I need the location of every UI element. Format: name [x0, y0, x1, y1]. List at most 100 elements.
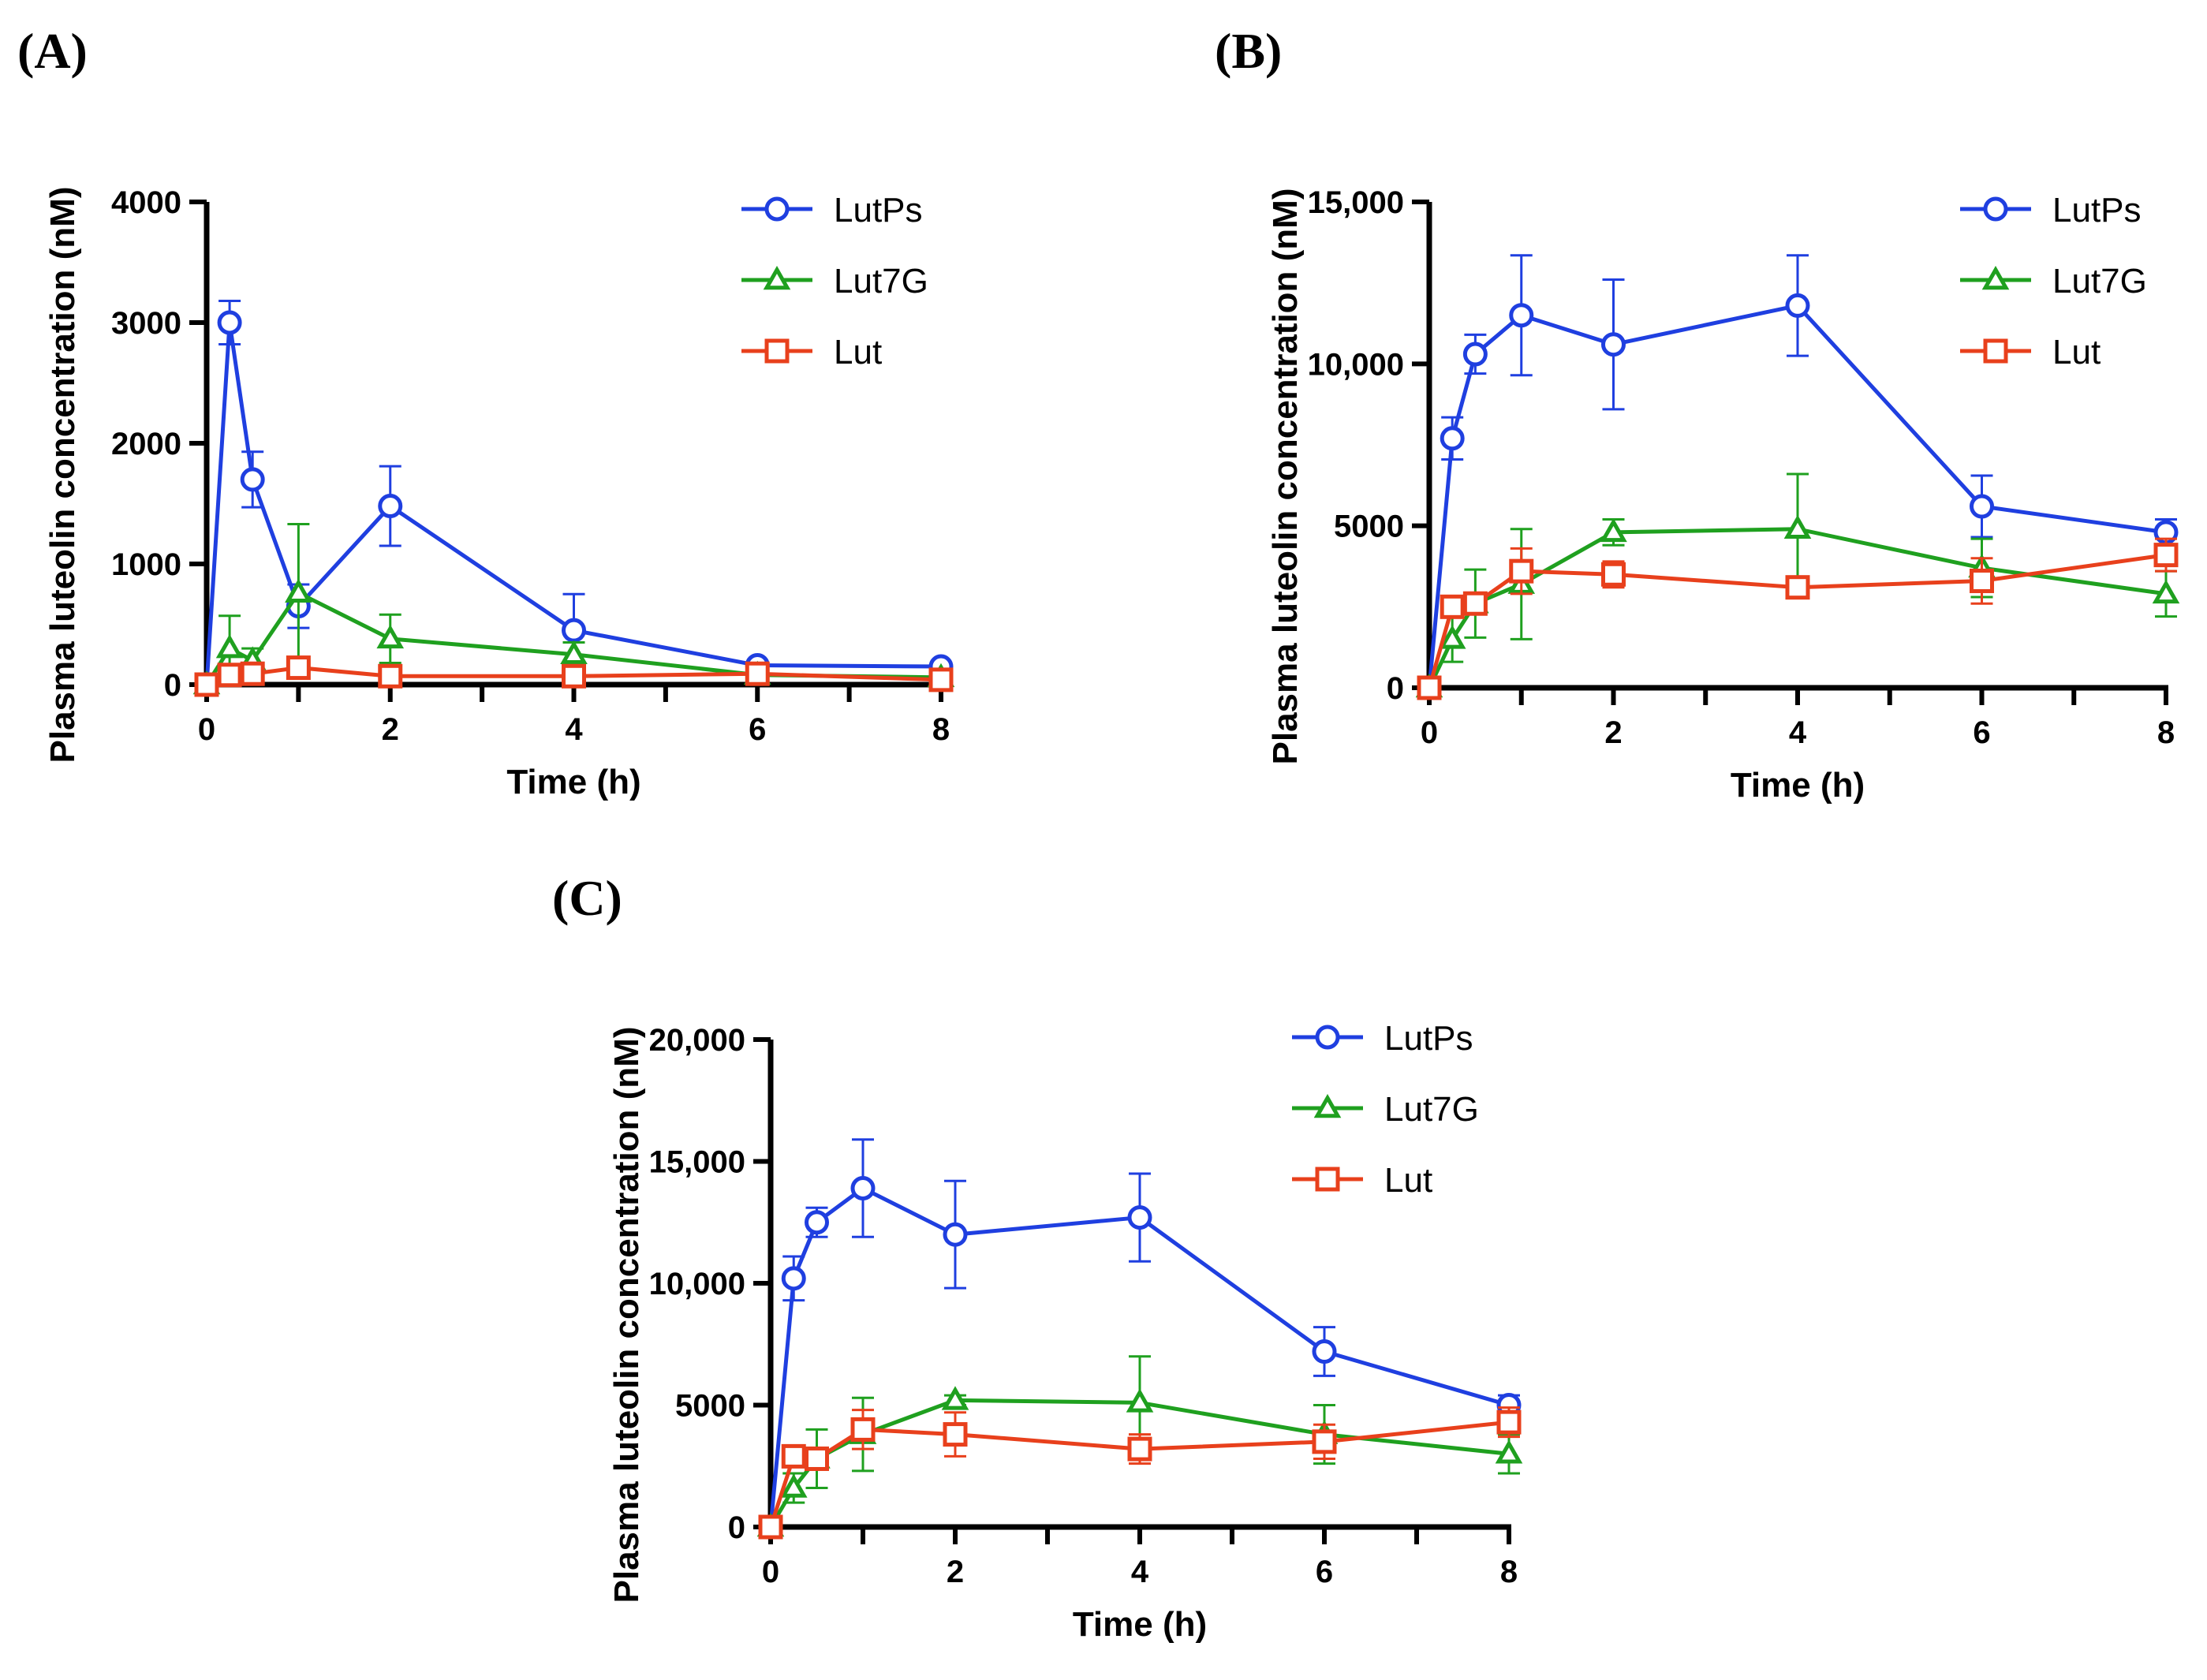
y-tick-label: 10,000	[649, 1267, 745, 1301]
legend-label: LutPs	[1384, 1019, 1473, 1058]
legend-marker-square	[1983, 338, 2008, 364]
data-point-square	[194, 672, 219, 697]
data-point-square	[1417, 675, 1442, 700]
y-axis-title: Plasma luteolin concentration (nM)	[1266, 189, 1305, 765]
data-point-triangle	[560, 640, 588, 664]
data-point-circle	[805, 1210, 829, 1235]
legend-item-lutps: LutPs	[1960, 191, 2142, 230]
y-tick-label: 15,000	[649, 1145, 745, 1180]
x-tick-label: 6	[1973, 715, 1990, 750]
y-tick-label: 0	[728, 1510, 745, 1545]
legend-item-lut7g: Lut7G	[1960, 262, 2147, 301]
series-line	[1427, 303, 2167, 689]
legend-marker-circle	[1983, 196, 2008, 222]
data-point-square	[1509, 558, 1534, 584]
x-tick-label: 0	[762, 1555, 779, 1589]
data-point-triangle	[285, 578, 312, 603]
data-point-square	[1440, 594, 1465, 619]
data-point-circle	[1785, 293, 1810, 318]
y-axis-title: Plasma luteolin concentration (nM)	[607, 1027, 646, 1603]
data-point-triangle	[1600, 517, 1627, 543]
series-lut	[758, 1406, 1522, 1540]
x-tick-label: 8	[2157, 715, 2175, 750]
x-tick-label: 2	[382, 712, 399, 747]
x-tick-label: 6	[749, 712, 766, 747]
panel-label: (A)	[17, 23, 88, 79]
y-tick-label: 2000	[111, 427, 181, 461]
data-point-circle	[217, 310, 242, 335]
data-point-triangle	[2152, 579, 2180, 604]
x-tick-label: 2	[1604, 715, 1622, 750]
data-point-circle	[240, 467, 265, 492]
data-point-square	[943, 1422, 968, 1447]
y-tick-label: 1000	[111, 547, 181, 582]
data-point-circle	[562, 618, 586, 643]
x-tick-label: 8	[1500, 1555, 1518, 1589]
data-point-square	[805, 1446, 829, 1471]
data-point-square	[758, 1514, 783, 1540]
x-tick-label: 2	[947, 1555, 964, 1589]
data-point-square	[1312, 1429, 1337, 1454]
series-lutps	[758, 1138, 1522, 1540]
data-point-circle	[1970, 494, 1994, 519]
data-point-square	[1601, 562, 1626, 587]
legend-item-lutps: LutPs	[741, 191, 923, 230]
legend-label: Lut7G	[2052, 262, 2147, 301]
data-point-square	[1462, 591, 1488, 616]
x-tick-label: 0	[198, 712, 215, 747]
x-tick-label: 0	[1421, 715, 1438, 750]
legend-marker-square	[764, 338, 790, 364]
legend-item-lut: Lut	[1960, 333, 2101, 371]
data-point-square	[850, 1417, 876, 1442]
data-point-triangle	[1495, 1439, 1523, 1464]
legend-label: Lut	[834, 333, 882, 371]
legend-label: Lut	[1384, 1161, 1432, 1200]
y-tick-label: 15,000	[1308, 185, 1404, 220]
y-tick-label: 4000	[111, 185, 181, 220]
legend-label: LutPs	[2052, 191, 2142, 230]
x-tick-label: 4	[1131, 1555, 1149, 1589]
series-lut	[1417, 537, 2179, 700]
x-tick-label: 6	[1316, 1555, 1333, 1589]
legend-item-lut: Lut	[1292, 1161, 1432, 1200]
y-tick-label: 5000	[1334, 510, 1404, 544]
data-point-triangle	[779, 1473, 808, 1498]
data-point-triangle	[1783, 514, 1812, 539]
series-line	[204, 320, 942, 685]
legend-marker-square	[1315, 1167, 1340, 1192]
y-tick-label: 3000	[111, 306, 181, 341]
data-point-square	[745, 661, 770, 686]
data-point-square	[378, 663, 403, 689]
legend-label: Lut	[2052, 333, 2101, 371]
data-point-square	[1785, 575, 1810, 600]
series-lut	[194, 655, 954, 697]
legend-label: LutPs	[834, 191, 923, 230]
y-axis-title: Plasma luteolin concentration (nM)	[43, 187, 82, 763]
data-point-circle	[1509, 303, 1534, 328]
y-tick-label: 0	[1387, 671, 1404, 706]
legend-marker-circle	[764, 196, 790, 222]
panel-b: (B) 0 5000 10,000 15,000 0 2 4 6 8 Time (h) Plasma …	[1215, 23, 2180, 805]
data-point-circle	[850, 1175, 876, 1200]
data-point-circle	[1127, 1205, 1152, 1230]
data-point-circle	[1440, 426, 1465, 451]
data-point-circle	[378, 494, 403, 519]
data-point-circle	[1312, 1339, 1337, 1365]
legend-item-lut7g: Lut7G	[741, 262, 928, 301]
x-tick-label: 4	[565, 712, 583, 747]
data-point-circle	[781, 1266, 806, 1291]
x-axis-title: Time (h)	[1073, 1605, 1207, 1644]
data-point-square	[240, 661, 265, 686]
y-tick-label: 5000	[675, 1389, 745, 1424]
data-point-square	[1496, 1409, 1522, 1435]
data-point-triangle	[376, 624, 405, 649]
data-point-triangle	[1126, 1388, 1154, 1413]
legend-label: Lut7G	[1384, 1090, 1479, 1129]
data-point-square	[781, 1443, 806, 1469]
x-axis-title: Time (h)	[1731, 766, 1865, 805]
panel-label: (C)	[552, 870, 622, 926]
panel-c: (C) 0 5000 10,000 15,000 20,000 0 2 4 6 8 Time (h) P…	[552, 870, 1523, 1644]
data-point-circle	[1462, 342, 1488, 367]
data-point-triangle	[1438, 625, 1466, 649]
legend-marker-circle	[1315, 1025, 1340, 1050]
